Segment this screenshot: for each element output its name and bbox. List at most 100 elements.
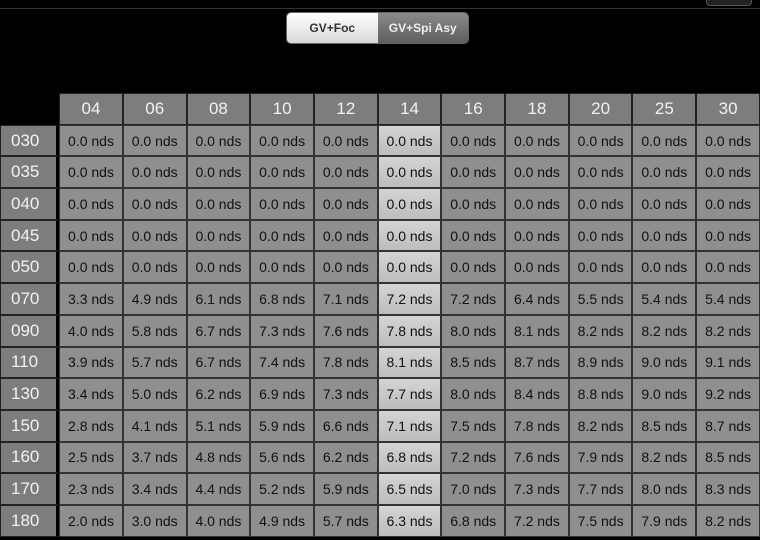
table-cell[interactable]: 9.2 nds	[696, 378, 760, 410]
table-cell[interactable]: 6.9 nds	[250, 378, 314, 410]
table-cell[interactable]: 8.3 nds	[696, 473, 760, 505]
table-cell[interactable]: 8.7 nds	[696, 409, 760, 442]
table-cell[interactable]: 0.0 nds	[505, 124, 569, 157]
table-cell[interactable]: 0.0 nds	[441, 124, 506, 157]
table-cell[interactable]: 6.8 nds	[250, 283, 314, 315]
table-cell[interactable]: 4.1 nds	[122, 409, 187, 442]
table-cell[interactable]: 8.2 nds	[632, 314, 697, 347]
table-cell[interactable]: 8.5 nds	[632, 409, 697, 442]
table-cell[interactable]: 0.0 nds	[441, 156, 506, 189]
table-cell[interactable]: 2.3 nds	[59, 473, 123, 505]
table-cell[interactable]: 0.0 nds	[122, 156, 187, 189]
table-cell[interactable]: 0.0 nds	[441, 188, 506, 220]
table-cell[interactable]: 7.6 nds	[505, 441, 569, 474]
table-cell[interactable]: 0.0 nds	[59, 251, 123, 284]
table-cell[interactable]: 4.9 nds	[122, 283, 187, 315]
table-cell[interactable]: 7.8 nds	[505, 409, 569, 442]
table-cell[interactable]: 8.4 nds	[505, 378, 569, 410]
table-cell[interactable]: 3.4 nds	[122, 473, 187, 505]
table-cell[interactable]: 8.2 nds	[696, 504, 760, 537]
table-cell[interactable]: 7.9 nds	[568, 441, 633, 474]
table-cell[interactable]: 0.0 nds	[186, 124, 251, 157]
table-cell[interactable]: 0.0 nds	[186, 188, 251, 220]
table-cell[interactable]: 7.3 nds	[505, 473, 569, 505]
table-cell[interactable]: 8.5 nds	[441, 346, 506, 379]
table-cell[interactable]: 0.0 nds	[568, 124, 633, 157]
table-cell[interactable]: 7.4 nds	[250, 346, 314, 379]
table-cell[interactable]: 0.0 nds	[632, 124, 697, 157]
table-cell[interactable]: 0.0 nds	[186, 251, 251, 284]
table-cell[interactable]: 0.0 nds	[505, 188, 569, 220]
table-cell[interactable]: 0.0 nds	[122, 219, 187, 252]
table-cell[interactable]: 0.0 nds	[568, 219, 633, 252]
table-cell[interactable]: 8.2 nds	[568, 409, 633, 442]
table-cell[interactable]: 0.0 nds	[696, 188, 760, 220]
table-cell[interactable]: 0.0 nds	[313, 219, 378, 252]
table-cell[interactable]: 0.0 nds	[186, 156, 251, 189]
table-cell[interactable]: 0.0 nds	[59, 188, 123, 220]
table-cell[interactable]: 5.8 nds	[122, 314, 187, 347]
table-cell[interactable]: 6.8 nds	[441, 504, 506, 537]
table-cell[interactable]: 0.0 nds	[186, 219, 251, 252]
table-cell[interactable]: 5.0 nds	[122, 378, 187, 410]
table-cell[interactable]: 6.4 nds	[505, 283, 569, 315]
table-cell[interactable]: 5.4 nds	[632, 283, 697, 315]
table-cell[interactable]: 0.0 nds	[696, 124, 760, 157]
table-cell[interactable]: 7.8 nds	[313, 346, 378, 379]
table-cell[interactable]: 5.1 nds	[186, 409, 251, 442]
table-cell[interactable]: 7.0 nds	[441, 473, 506, 505]
table-cell[interactable]: 0.0 nds	[59, 124, 123, 157]
table-cell[interactable]: 8.0 nds	[441, 378, 506, 410]
table-cell[interactable]: 2.0 nds	[59, 504, 123, 537]
mode-segmented-control[interactable]: GV+Foc GV+Spi Asy	[286, 12, 469, 44]
table-cell[interactable]: 7.8 nds	[377, 314, 442, 347]
table-cell[interactable]: 0.0 nds	[250, 124, 314, 157]
table-cell[interactable]: 7.2 nds	[441, 283, 506, 315]
table-cell[interactable]: 8.7 nds	[505, 346, 569, 379]
table-cell[interactable]: 3.7 nds	[122, 441, 187, 474]
table-cell[interactable]: 7.5 nds	[568, 504, 633, 537]
table-cell[interactable]: 0.0 nds	[313, 124, 378, 157]
table-cell[interactable]: 7.9 nds	[632, 504, 697, 537]
table-cell[interactable]: 7.7 nds	[568, 473, 633, 505]
table-cell[interactable]: 0.0 nds	[632, 156, 697, 189]
table-cell[interactable]: 0.0 nds	[377, 124, 442, 157]
table-cell[interactable]: 9.1 nds	[696, 346, 760, 379]
table-cell[interactable]: 2.5 nds	[59, 441, 123, 474]
table-cell[interactable]: 6.2 nds	[313, 441, 378, 474]
table-cell[interactable]: 4.4 nds	[186, 473, 251, 505]
table-cell[interactable]: 0.0 nds	[250, 188, 314, 220]
table-cell[interactable]: 8.9 nds	[568, 346, 633, 379]
table-cell[interactable]: 6.3 nds	[377, 504, 442, 537]
table-cell[interactable]: 7.3 nds	[313, 378, 378, 410]
table-cell[interactable]: 4.9 nds	[250, 504, 314, 537]
table-cell[interactable]: 7.1 nds	[313, 283, 378, 315]
table-cell[interactable]: 0.0 nds	[568, 156, 633, 189]
table-cell[interactable]: 0.0 nds	[632, 251, 697, 284]
table-cell[interactable]: 8.8 nds	[568, 378, 633, 410]
table-cell[interactable]: 5.5 nds	[568, 283, 633, 315]
table-cell[interactable]: 3.3 nds	[59, 283, 123, 315]
table-cell[interactable]: 0.0 nds	[313, 156, 378, 189]
table-cell[interactable]: 4.0 nds	[59, 314, 123, 347]
table-cell[interactable]: 0.0 nds	[696, 251, 760, 284]
table-cell[interactable]: 0.0 nds	[377, 219, 442, 252]
table-cell[interactable]: 7.5 nds	[441, 409, 506, 442]
table-cell[interactable]: 7.2 nds	[377, 283, 442, 315]
table-cell[interactable]: 0.0 nds	[122, 188, 187, 220]
table-cell[interactable]: 6.7 nds	[186, 346, 251, 379]
segment-gv-foc[interactable]: GV+Foc	[287, 13, 378, 43]
segment-gv-spi-asy[interactable]: GV+Spi Asy	[377, 13, 468, 43]
table-cell[interactable]: 8.0 nds	[632, 473, 697, 505]
table-cell[interactable]: 5.2 nds	[250, 473, 314, 505]
table-cell[interactable]: 0.0 nds	[250, 156, 314, 189]
table-cell[interactable]: 2.8 nds	[59, 409, 123, 442]
table-cell[interactable]: 0.0 nds	[568, 251, 633, 284]
table-cell[interactable]: 8.2 nds	[696, 314, 760, 347]
table-cell[interactable]: 0.0 nds	[377, 156, 442, 189]
table-cell[interactable]: 5.7 nds	[313, 504, 378, 537]
top-right-button[interactable]	[706, 0, 752, 6]
table-cell[interactable]: 0.0 nds	[377, 188, 442, 220]
table-cell[interactable]: 6.6 nds	[313, 409, 378, 442]
table-cell[interactable]: 0.0 nds	[59, 156, 123, 189]
